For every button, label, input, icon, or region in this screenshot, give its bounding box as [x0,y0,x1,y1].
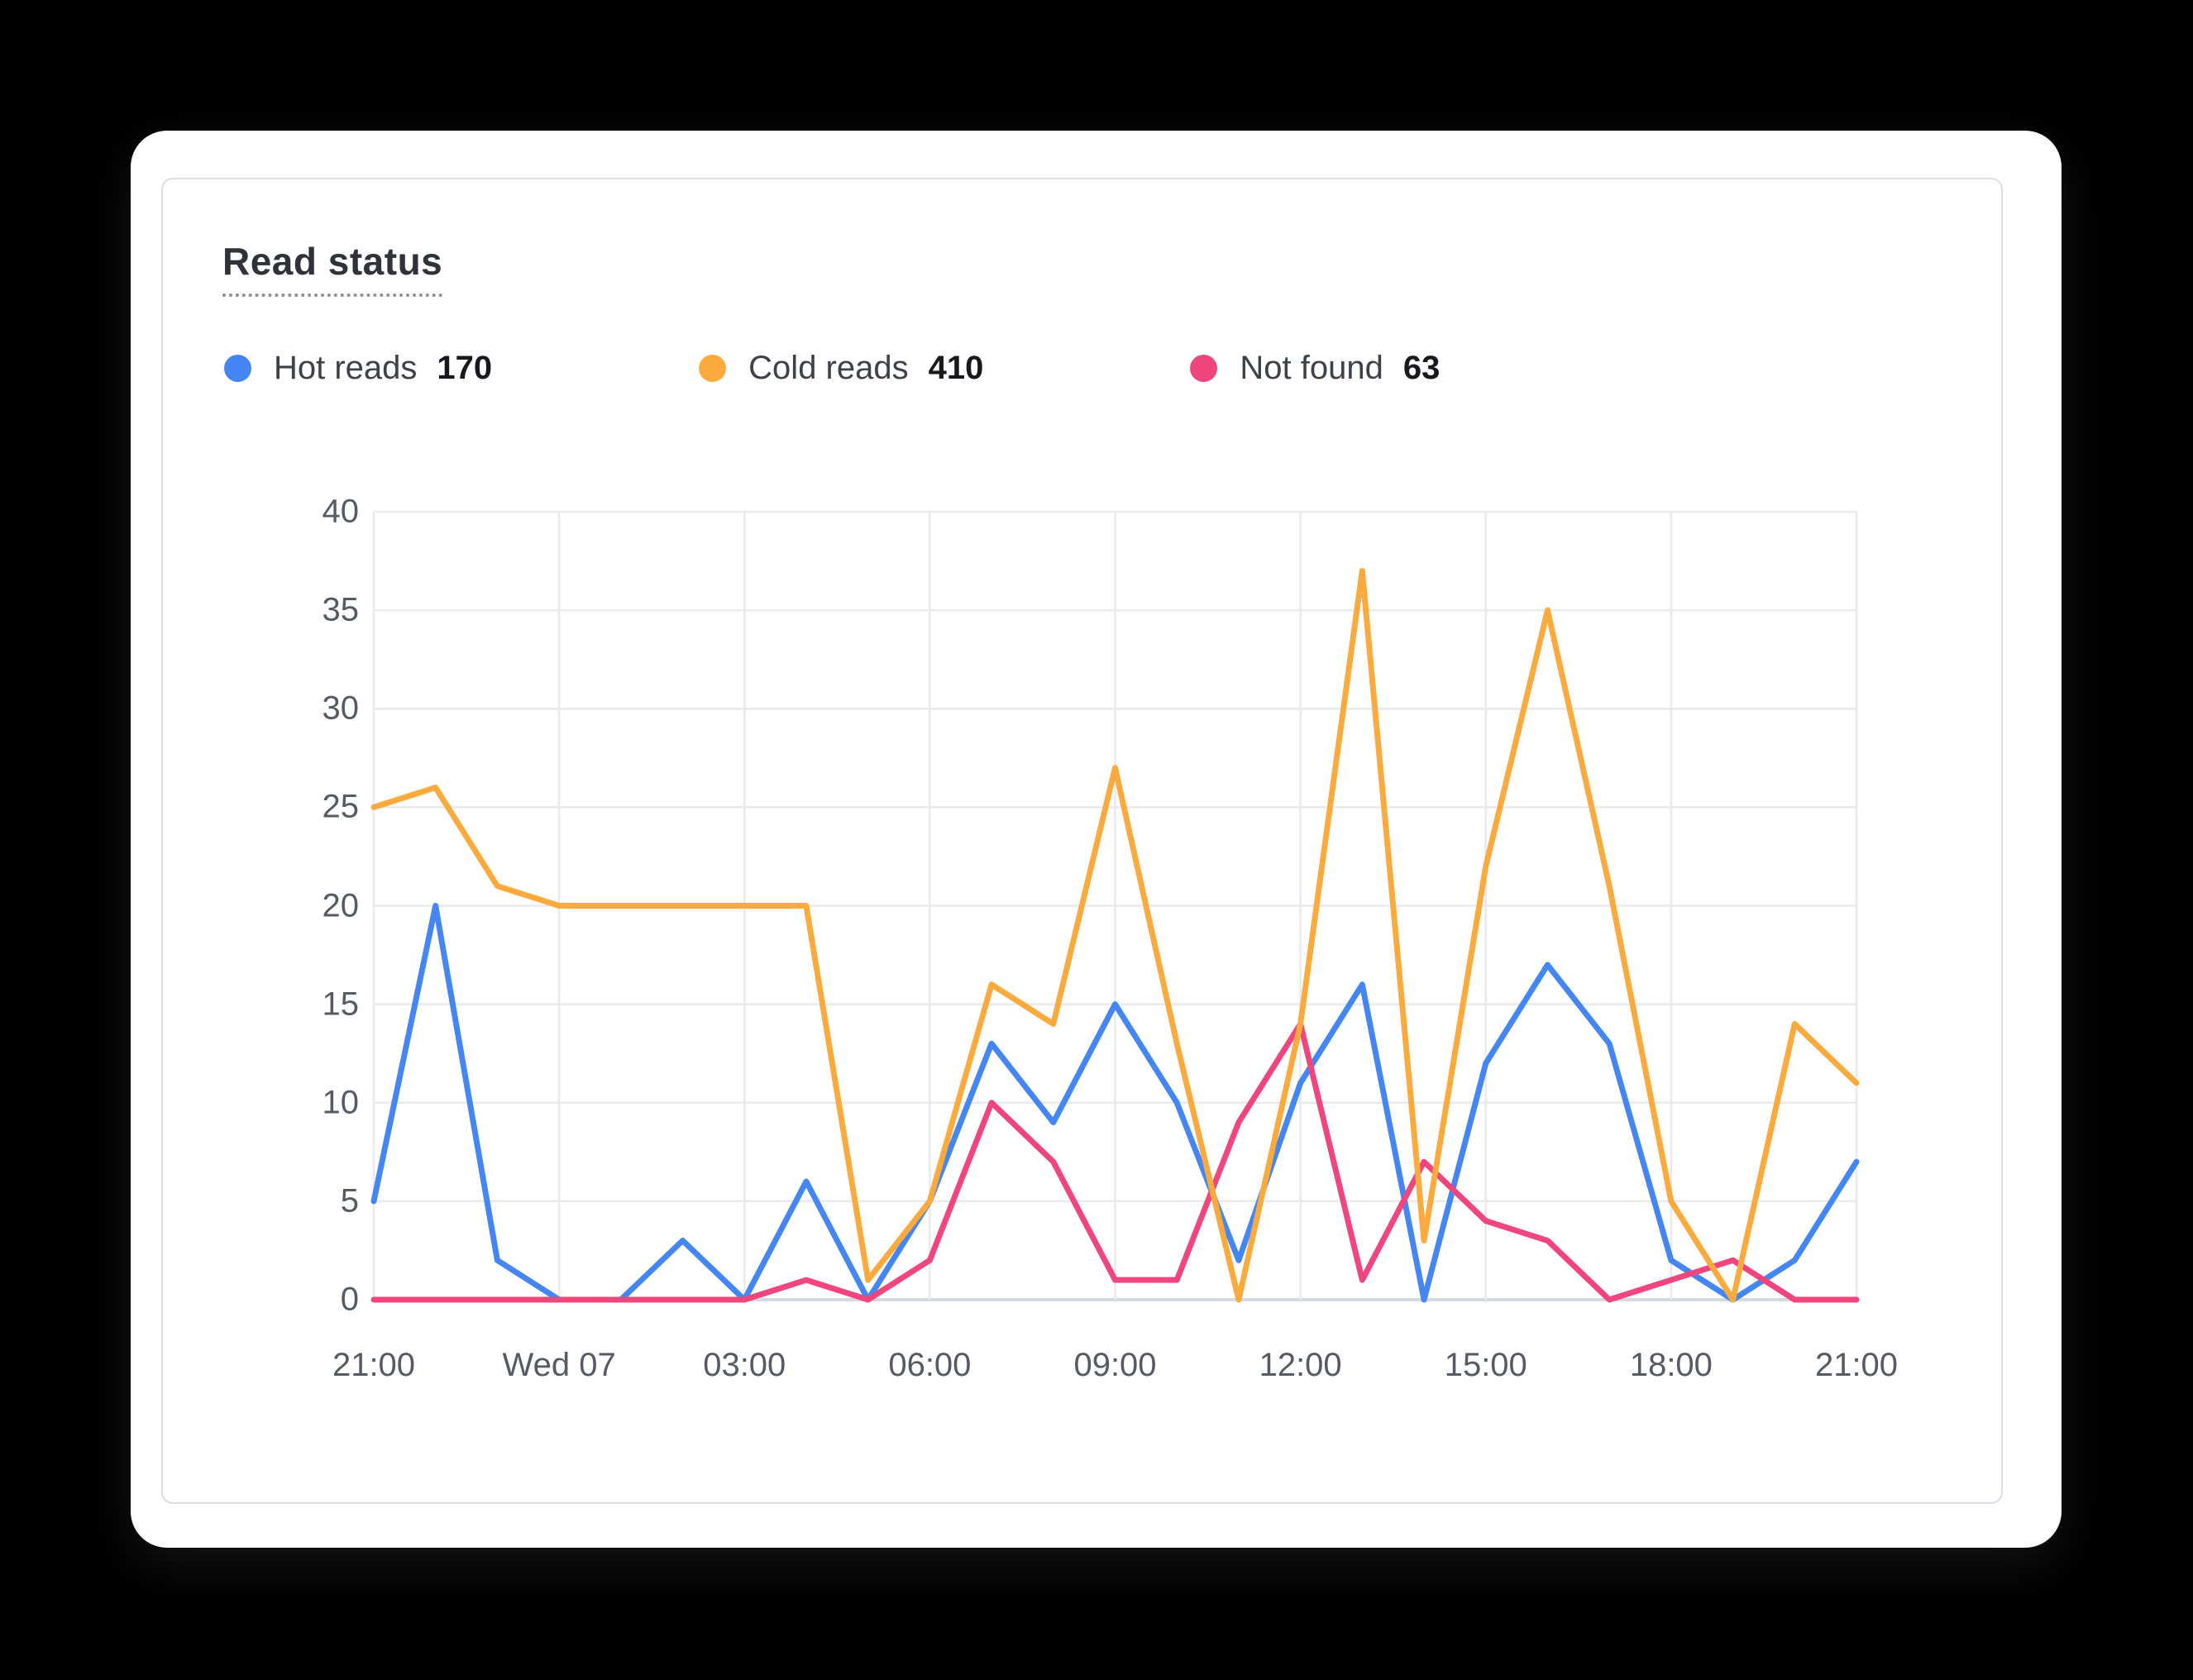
legend-label-hot-reads: Hot reads [274,350,418,386]
y-tick-label: 15 [322,986,360,1023]
card-title-text: Read status [222,239,443,297]
legend-item-cold-reads[interactable]: Cold reads 410 [699,350,983,387]
legend-swatch-hot-reads-icon [224,355,251,382]
y-tick-label: 35 [322,591,360,628]
legend-item-hot-reads[interactable]: Hot reads 170 [224,350,492,387]
y-tick-label: 30 [322,690,360,727]
legend-label-not-found: Not found [1240,350,1383,386]
y-tick-label: 20 [322,887,360,924]
line-not-found [370,1020,1860,1303]
app-window: Read status Hot reads 170 Cold reads 410… [131,131,2062,1548]
x-tick-label: 09:00 [1073,1347,1157,1383]
read-status-card: Read status Hot reads 170 Cold reads 410… [161,178,2003,1504]
x-tick-label: 06:00 [888,1347,972,1383]
y-tick-label: 25 [322,788,360,825]
legend-swatch-not-found-icon [1190,355,1218,382]
y-axis: 0 5 10 15 20 25 30 35 40 [163,494,360,1318]
legend-swatch-cold-reads-icon [699,355,727,382]
x-tick-label: 21:00 [332,1347,416,1383]
x-tick-label: 21:00 [1814,1347,1899,1383]
chart-legend: Hot reads 170 Cold reads 410 Not found 6… [224,350,1440,387]
x-tick-label: Wed 07 [502,1347,616,1383]
legend-value-cold-reads: 410 [928,350,984,386]
legend-label-cold-reads: Cold reads [748,350,909,386]
y-tick-label: 5 [340,1182,359,1219]
plot-area [370,510,1860,1303]
x-tick-label: 03:00 [703,1347,786,1383]
card-title: Read status [222,239,443,297]
legend-value-hot-reads: 170 [437,350,493,386]
legend-item-not-found[interactable]: Not found 63 [1190,350,1440,387]
x-axis: 21:00 Wed 07 03:00 06:00 09:00 12:00 15:00 18:0… [332,1347,1898,1386]
x-tick-label: 18:00 [1629,1347,1713,1383]
y-tick-label: 0 [340,1281,359,1318]
line-cold-reads [370,567,1860,1303]
y-tick-label: 40 [322,493,360,530]
legend-value-not-found: 63 [1402,350,1440,386]
y-tick-label: 10 [322,1084,360,1121]
x-tick-label: 15:00 [1444,1347,1527,1383]
x-tick-label: 12:00 [1259,1347,1342,1383]
chart-canvas [370,510,1860,1303]
